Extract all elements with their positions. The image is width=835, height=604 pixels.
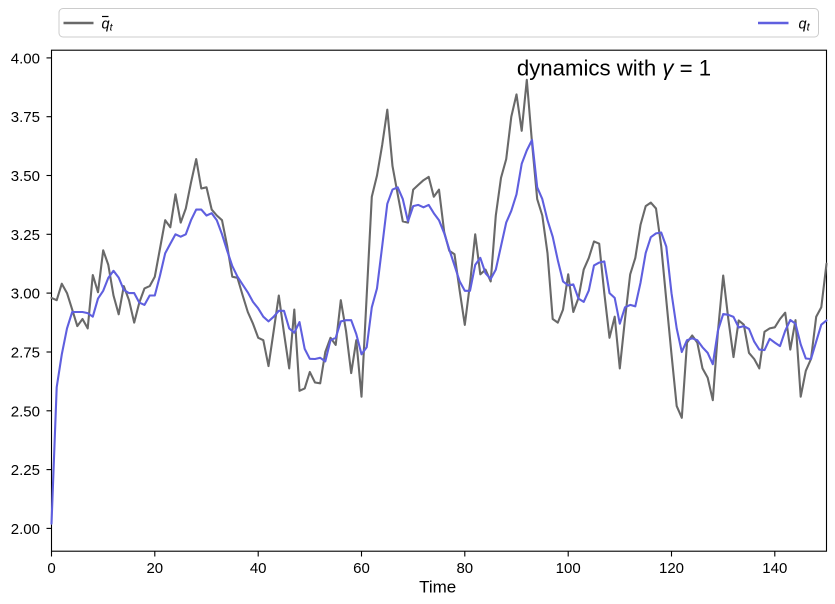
svg-text:40: 40	[250, 560, 267, 577]
svg-text:120: 120	[659, 560, 684, 577]
svg-text:0: 0	[47, 560, 55, 577]
svg-text:2.50: 2.50	[11, 403, 40, 420]
svg-text:3.50: 3.50	[11, 168, 40, 185]
svg-text:100: 100	[556, 560, 581, 577]
svg-text:Time: Time	[419, 578, 456, 597]
svg-text:20: 20	[146, 560, 163, 577]
svg-text:80: 80	[456, 560, 473, 577]
svg-text:3.25: 3.25	[11, 227, 40, 244]
svg-text:qt: qt	[102, 17, 114, 34]
svg-text:3.00: 3.00	[11, 286, 40, 303]
svg-text:140: 140	[762, 560, 787, 577]
svg-text:qt: qt	[799, 17, 811, 34]
svg-text:60: 60	[353, 560, 370, 577]
svg-text:4.00: 4.00	[11, 50, 40, 67]
svg-text:3.75: 3.75	[11, 109, 40, 126]
svg-text:2.75: 2.75	[11, 345, 40, 362]
svg-text:2.25: 2.25	[11, 462, 40, 479]
svg-text:dynamics with γ = 1: dynamics with γ = 1	[517, 56, 711, 81]
svg-text:2.00: 2.00	[11, 521, 40, 538]
